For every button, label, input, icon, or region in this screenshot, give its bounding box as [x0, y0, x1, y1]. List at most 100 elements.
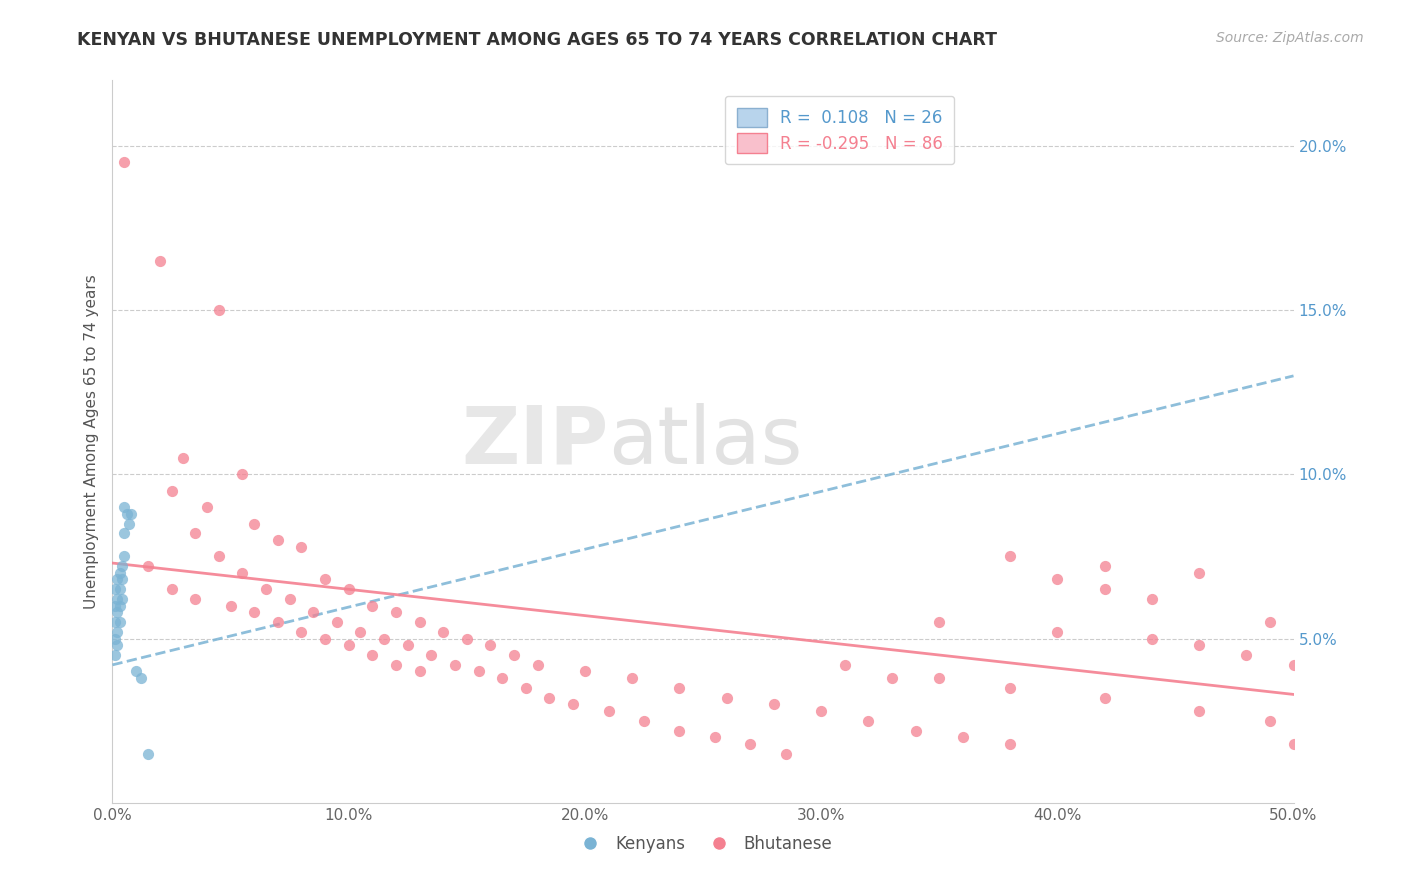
Point — [337, 638, 360, 652]
Point — [1046, 573, 1069, 587]
Point — [231, 566, 253, 580]
Point — [104, 582, 127, 597]
Point — [278, 592, 301, 607]
Point — [104, 648, 127, 662]
Point — [160, 582, 183, 597]
Point — [1094, 690, 1116, 705]
Point — [254, 582, 277, 597]
Point — [231, 467, 253, 482]
Point — [290, 625, 312, 640]
Point — [810, 704, 832, 718]
Point — [491, 671, 513, 685]
Point — [108, 599, 131, 613]
Point — [998, 549, 1021, 564]
Point — [408, 665, 430, 679]
Point — [1234, 648, 1257, 662]
Point — [208, 549, 231, 564]
Point — [740, 737, 762, 751]
Point — [1282, 657, 1305, 672]
Point — [538, 690, 561, 705]
Point — [562, 698, 585, 712]
Point — [302, 605, 325, 619]
Point — [108, 582, 131, 597]
Point — [526, 657, 548, 672]
Point — [267, 615, 290, 630]
Point — [349, 625, 371, 640]
Point — [112, 155, 135, 169]
Point — [105, 573, 128, 587]
Point — [373, 632, 395, 646]
Point — [111, 559, 134, 574]
Point — [160, 483, 183, 498]
Point — [998, 681, 1021, 695]
Text: atlas: atlas — [609, 402, 803, 481]
Point — [1258, 714, 1281, 728]
Point — [172, 450, 194, 465]
Point — [129, 671, 152, 685]
Point — [361, 648, 384, 662]
Point — [314, 573, 336, 587]
Point — [1094, 559, 1116, 574]
Point — [1282, 737, 1305, 751]
Point — [1258, 615, 1281, 630]
Point — [598, 704, 620, 718]
Point — [385, 605, 408, 619]
Point — [125, 665, 148, 679]
Point — [467, 665, 489, 679]
Point — [184, 526, 207, 541]
Point — [136, 559, 159, 574]
Point — [136, 747, 159, 761]
Point — [111, 592, 134, 607]
Point — [1140, 632, 1163, 646]
Point — [104, 615, 127, 630]
Point — [267, 533, 290, 547]
Point — [420, 648, 443, 662]
Point — [444, 657, 467, 672]
Point — [111, 573, 134, 587]
Point — [219, 599, 242, 613]
Text: ZIP: ZIP — [461, 402, 609, 481]
Point — [149, 253, 172, 268]
Y-axis label: Unemployment Among Ages 65 to 74 years: Unemployment Among Ages 65 to 74 years — [83, 274, 98, 609]
Point — [120, 507, 142, 521]
Point — [515, 681, 537, 695]
Point — [762, 698, 785, 712]
Point — [928, 671, 950, 685]
Point — [633, 714, 655, 728]
Point — [1140, 592, 1163, 607]
Point — [105, 592, 128, 607]
Point — [105, 625, 128, 640]
Point — [1188, 704, 1211, 718]
Point — [108, 615, 131, 630]
Point — [621, 671, 644, 685]
Point — [716, 690, 738, 705]
Point — [112, 549, 135, 564]
Point — [456, 632, 478, 646]
Point — [952, 730, 974, 744]
Point — [1188, 638, 1211, 652]
Point — [385, 657, 408, 672]
Point — [314, 632, 336, 646]
Point — [408, 615, 430, 630]
Point — [834, 657, 856, 672]
Point — [703, 730, 725, 744]
Point — [105, 638, 128, 652]
Point — [361, 599, 384, 613]
Point — [904, 723, 927, 738]
Text: KENYAN VS BHUTANESE UNEMPLOYMENT AMONG AGES 65 TO 74 YEARS CORRELATION CHART: KENYAN VS BHUTANESE UNEMPLOYMENT AMONG A… — [77, 31, 997, 49]
Point — [208, 303, 231, 318]
Point — [668, 723, 690, 738]
Point — [775, 747, 797, 761]
Text: Source: ZipAtlas.com: Source: ZipAtlas.com — [1216, 31, 1364, 45]
Point — [112, 526, 135, 541]
Point — [243, 605, 266, 619]
Point — [104, 632, 127, 646]
Point — [858, 714, 880, 728]
Point — [337, 582, 360, 597]
Point — [195, 500, 218, 515]
Point — [574, 665, 596, 679]
Point — [928, 615, 950, 630]
Legend: Kenyans, Bhutanese: Kenyans, Bhutanese — [567, 828, 839, 860]
Point — [1188, 566, 1211, 580]
Point — [479, 638, 502, 652]
